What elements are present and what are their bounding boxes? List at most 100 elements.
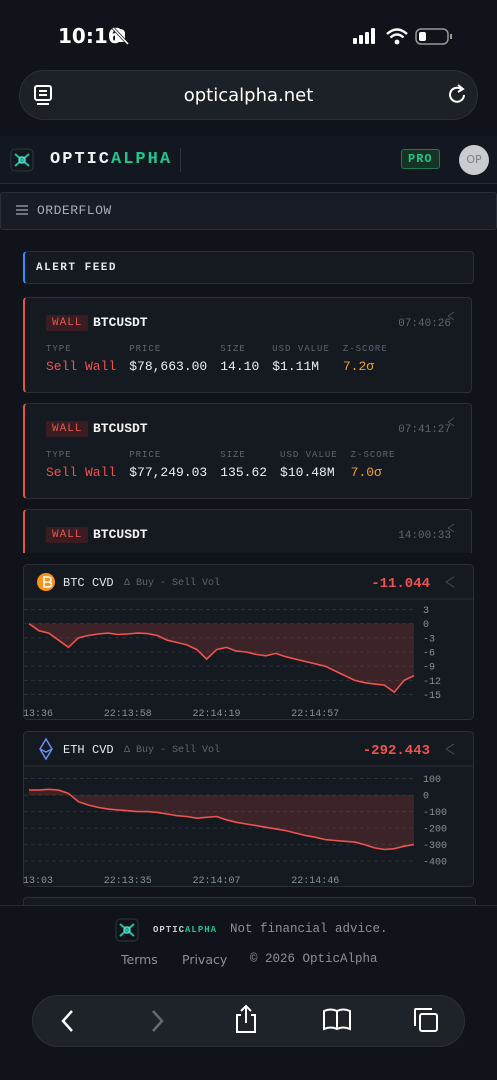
share-icon[interactable] [445,743,455,755]
footer-brand: OPTICALPHA [153,925,217,935]
field-label: TYPE [46,344,72,354]
logo-icon [10,148,34,172]
brand-part: ALPHA [185,925,218,935]
field-label: Z-SCORE [342,344,388,354]
panel-symbol: ETH [63,743,85,757]
y-tick-label: -6 [423,649,435,660]
alert-field: USD VALUE $10.48M [280,450,338,480]
y-tick-label: 100 [423,775,441,786]
share-icon[interactable] [445,522,457,534]
alert-card: WALL BTCUSDT 07:41:27 TYPE Sell Wall PRICE $77… [23,403,472,499]
url-bar[interactable] [19,70,478,120]
alert-field: Z-SCORE 7.2σ [343,344,388,374]
disclaimer: Not financial advice. [230,922,388,936]
x-tick-label: 22:14:19 [193,709,241,720]
field-value: Sell Wall [46,359,117,374]
alert-fields: TYPE Sell Wall PRICE $77,249.03 SIZE 135.62 US… [46,450,395,480]
feed-header [23,251,474,284]
alert-tag: WALL [46,527,89,543]
footer [0,905,497,991]
cvd-area [29,789,414,850]
y-tick-label: 0 [423,620,429,631]
y-tick-label: -400 [423,858,447,869]
alert-time: 14:00:33 [398,530,451,542]
cvd-line [28,622,415,694]
field-value: $1.11M [272,359,320,374]
alert-field: TYPE Sell Wall [46,344,116,374]
menu-icon[interactable] [15,204,29,216]
field-label: PRICE [129,450,162,460]
field-value: $10.48M [280,465,335,480]
brand[interactable]: OPTICALPHA [50,150,172,169]
alert-field: SIZE 14.10 [220,344,259,374]
feed-title: ALERT FEED [36,262,118,274]
y-tick-label: -12 [423,677,441,688]
copyright: © 2026 OpticAlpha [250,952,378,966]
alert-card: WALL BTCUSDT 07:40:26 TYPE Sell Wall PRICE $78… [23,297,472,393]
brand-part: OPTIC [50,150,112,169]
share-button[interactable] [236,1004,256,1033]
alert-field: Z-SCORE 7.0σ [351,450,396,480]
field-value: $78,663.00 [129,359,208,374]
field-value: 7.0σ [350,465,382,480]
nav-section[interactable]: ORDERFLOW [37,203,112,218]
cvd-line [29,788,415,851]
brand-part: ALPHA [111,150,173,169]
panel-metric: CVD [92,743,114,757]
panel-latest: -292.443 [363,743,430,759]
field-value: 7.2σ [342,359,375,374]
x-tick-label: 13:03 [23,876,53,887]
panel-symbol: BTC [63,576,85,590]
alert-time: 07:40:26 [398,318,451,330]
y-tick-label: -200 [423,825,447,836]
field-label: USD VALUE [280,450,338,460]
y-tick-label: -3 [423,634,435,645]
share-glyph [447,523,455,533]
alert-field: SIZE 135.62 [220,450,267,480]
field-value: Sell Wall [46,465,117,480]
bookmarks-button[interactable] [323,1008,351,1031]
footer-link[interactable]: Privacy [182,952,228,967]
reload-icon[interactable] [447,84,469,106]
field-label: PRICE [129,344,162,354]
panel-frame [23,731,474,887]
pro-badge: PRO [401,149,440,169]
share-icon[interactable] [445,416,457,428]
nav-bar[interactable] [0,192,497,230]
panel-subtitle: Δ Buy - Sell Vol [124,577,220,589]
alert-tag: WALL [46,315,89,331]
forward-button[interactable] [152,1010,164,1032]
field-label: SIZE [220,450,246,460]
reader-icon[interactable] [33,84,55,106]
share-icon[interactable] [445,310,457,322]
share-glyph [447,417,455,427]
alert-symbol: BTCUSDT [93,315,148,330]
field-label: USD VALUE [272,344,330,354]
alert-card: WALL BTCUSDT 14:00:33 [23,509,472,553]
divider [180,148,181,172]
back-button[interactable] [61,1010,73,1032]
x-tick-label: 22:13:35 [104,876,152,887]
alert-field: PRICE $78,663.00 [129,344,207,374]
x-tick-label: 13:36 [23,709,53,720]
footer-link[interactable]: Terms [121,952,158,967]
alert-field: USD VALUE $1.11M [272,344,330,374]
share-icon[interactable] [445,576,455,588]
share-glyph [447,311,455,321]
alert-tag: WALL [46,421,89,437]
x-tick-label: 22:14:46 [291,876,339,887]
x-tick-label: 22:13:58 [104,709,152,720]
toolbar-icons [61,1004,438,1033]
x-tick-label: 22:14:07 [193,876,241,887]
y-tick-label: 0 [423,792,429,803]
y-tick-label: 3 [423,606,429,617]
cvd-panel: BTC CVD Δ Buy - Sell Vol -11.044 3 0 -3 -6 -9 -12… [23,564,474,720]
tabs-button[interactable] [414,1008,438,1032]
field-label: SIZE [220,344,246,354]
brand-part: OPTIC [153,925,186,935]
y-tick-label: -15 [423,691,441,702]
status-time: 10:16 [58,24,122,48]
alert-field: PRICE $77,249.03 [129,450,207,480]
avatar[interactable]: OP [459,145,489,175]
